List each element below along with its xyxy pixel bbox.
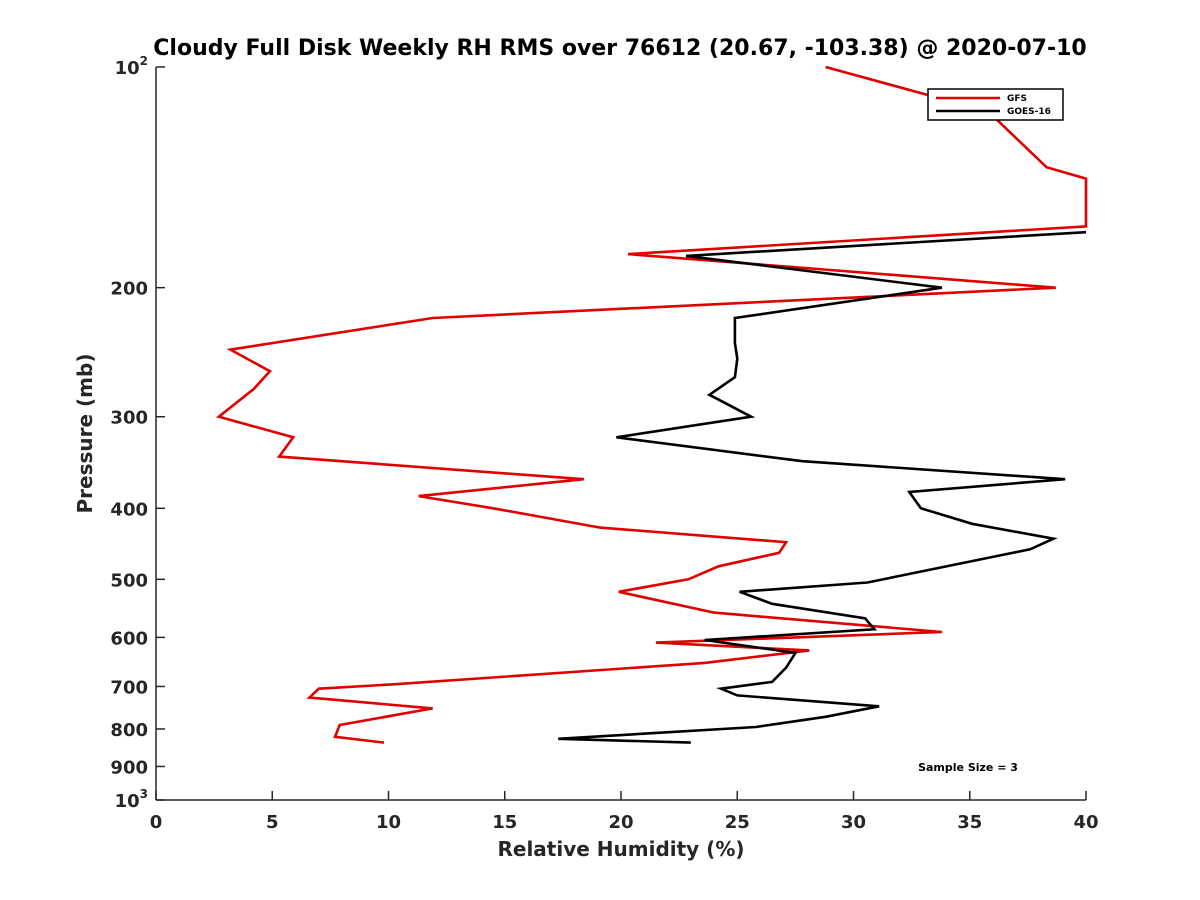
x-tick-label: 5 <box>266 812 279 833</box>
y-tick-label: 700 <box>110 677 148 698</box>
y-tick-label: 102 <box>115 54 148 79</box>
x-tick-label: 30 <box>841 812 866 833</box>
series-line-gfs <box>215 66 1088 744</box>
y-ticks: 102 200 300 400 500 600 700 800 900 103 <box>110 54 165 812</box>
y-tick-label: 103 <box>115 787 148 812</box>
series-layer <box>215 66 1088 744</box>
legend-box <box>927 88 1064 121</box>
legend-label-goes-16: GOES-16 <box>1007 107 1051 117</box>
y-tick-label: 400 <box>110 499 148 520</box>
x-tick-label: 25 <box>725 812 750 833</box>
chart-title: Cloudy Full Disk Weekly RH RMS over 7661… <box>153 36 1086 61</box>
y-tick-label: 200 <box>110 279 148 300</box>
y-tick-label: 600 <box>110 628 148 649</box>
legend-label-gfs: GFS <box>1007 94 1027 104</box>
x-ticks: 0 5 10 15 20 25 30 35 40 <box>150 791 1099 833</box>
series-line-goes-16 <box>558 230 1087 744</box>
x-tick-label: 40 <box>1073 812 1098 833</box>
x-tick-label: 10 <box>376 812 401 833</box>
y-tick-label: 900 <box>110 757 148 778</box>
x-tick-label: 20 <box>608 812 633 833</box>
x-tick-label: 15 <box>492 812 517 833</box>
y-axis-label: Pressure (mb) <box>73 354 97 514</box>
x-tick-label: 0 <box>150 812 163 833</box>
y-tick-label: 300 <box>110 408 148 429</box>
sample-size-annotation: Sample Size = 3 <box>918 761 1018 774</box>
legend: GFS GOES-16 <box>927 88 1064 121</box>
y-tick-label: 500 <box>110 570 148 591</box>
x-tick-label: 35 <box>957 812 982 833</box>
x-axis-label: Relative Humidity (%) <box>497 837 744 861</box>
y-tick-label: 800 <box>110 720 148 741</box>
